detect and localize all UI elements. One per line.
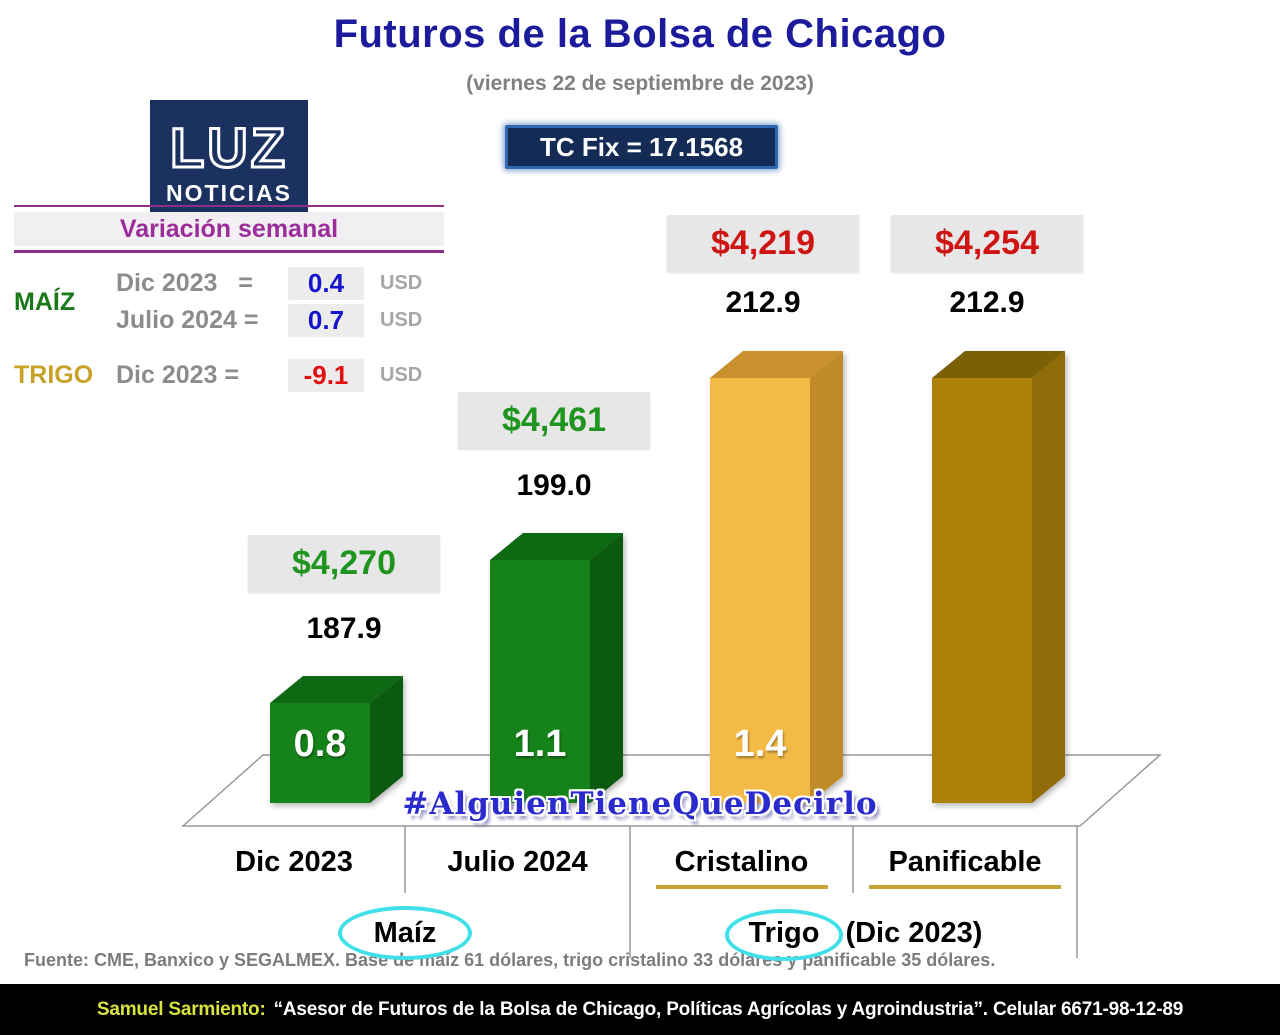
axis-label-dic-2023: Dic 2023: [183, 846, 405, 879]
axis-label-cristalino: Cristalino: [630, 846, 853, 889]
entry-label: Dic 2023 =: [116, 269, 253, 297]
close-value-panificable: 212.9: [949, 286, 1025, 319]
entry-value: -9.1: [288, 359, 364, 392]
group-label-trigo-row: Trigo (Dic 2023): [630, 906, 1077, 961]
group-label-trigo: Trigo: [748, 916, 820, 949]
contact-text: “Asesor de Futuros de la Bolsa de Chicag…: [273, 998, 1184, 1020]
weekly-variation-panel: Variación semanal MAÍZ Dic 2023 = 0.4 US…: [14, 205, 444, 392]
axis-label-panificable: Panificable: [853, 846, 1077, 889]
close-value-cristalino: 212.9: [725, 286, 801, 319]
bar-side-face: [810, 351, 843, 803]
bar-inner-label-julio-2024: 1.1: [513, 723, 567, 765]
variation-row-trigo: TRIGO Dic 2023 = -9.1 USD: [14, 359, 444, 392]
close-value-julio-2024: 199.0: [516, 469, 592, 502]
chart-date-subtitle: (viernes 22 de septiembre de 2023): [466, 72, 814, 95]
bar-front-face: [932, 378, 1032, 803]
group-label-trigo-suffix: (Dic 2023): [845, 916, 983, 949]
hashtag-watermark: #AlguienTieneQueDecirlo: [402, 786, 878, 822]
axis-label-julio-2024: Julio 2024: [405, 846, 630, 879]
price-label-panificable: $4,254: [891, 215, 1083, 271]
axis-label-text: Dic 2023: [235, 846, 353, 878]
price-label-cristalino: $4,219: [667, 215, 859, 271]
entry-unit: USD: [380, 364, 423, 386]
bar-inner-label-cristalino: 1.4: [733, 723, 787, 765]
chart-title: Futuros de la Bolsa de Chicago: [333, 12, 947, 56]
contact-bar: Samuel Sarmiento: “Asesor de Futuros de …: [0, 984, 1280, 1035]
axis-label-text: Panificable: [888, 846, 1042, 878]
cristalino-underline: [655, 885, 828, 889]
maiz-entry-julio2024: Julio 2024 = 0.7 USD: [116, 304, 422, 337]
variation-row-maiz: MAÍZ Dic 2023 = 0.4 USD Julio 2024 = 0.7…: [14, 267, 444, 337]
purple-divider-bottom: [14, 250, 444, 253]
panificable-underline: [869, 885, 1061, 889]
bar-side-face: [1032, 351, 1065, 803]
entry-unit: USD: [380, 309, 423, 331]
bar-side-face: [590, 533, 623, 803]
price-label-julio-2024: $4,461: [458, 392, 650, 448]
price-label-dic-2023: $4,270: [248, 535, 440, 591]
maiz-highlight-ellipse: Maíz: [338, 906, 472, 960]
purple-divider-top: [14, 205, 444, 207]
source-note: Fuente: CME, Banxico y SEGALMEX. Base de…: [24, 950, 996, 970]
maiz-label: MAÍZ: [14, 287, 76, 316]
close-value-dic-2023: 187.9: [306, 612, 382, 645]
bar-cristalino: [710, 351, 843, 803]
maiz-entry-dic2023: Dic 2023 = 0.4 USD: [116, 267, 422, 300]
bar-panificable: [932, 351, 1065, 803]
axis-label-text: Cristalino: [674, 846, 809, 878]
entry-label: Dic 2023 =: [116, 361, 240, 389]
axis-label-text: Julio 2024: [447, 846, 588, 878]
logo-word: LUZ: [169, 116, 288, 179]
bar-front-face: [710, 378, 810, 803]
entry-value: 0.4: [288, 267, 364, 300]
tc-fix-badge: TC Fix = 17.1568: [505, 125, 778, 169]
contact-name: Samuel Sarmiento:: [96, 998, 266, 1020]
entry-value: 0.7: [288, 304, 364, 337]
trigo-label: TRIGO: [14, 361, 94, 389]
variation-header: Variación semanal: [14, 212, 444, 246]
trigo-entry-dic2023: Dic 2023 = -9.1 USD: [116, 359, 422, 392]
logo-subword: NOTICIAS: [166, 180, 292, 206]
luz-noticias-logo: LUZ NOTICIAS: [150, 100, 308, 212]
entry-unit: USD: [380, 272, 423, 294]
bar-front-face: [490, 560, 590, 803]
group-label-maiz: Maíz: [373, 916, 437, 949]
bar-inner-label-dic-2023: 0.8: [293, 723, 347, 765]
entry-label: Julio 2024 =: [116, 306, 259, 334]
trigo-highlight-wrap: Trigo: [724, 908, 844, 961]
